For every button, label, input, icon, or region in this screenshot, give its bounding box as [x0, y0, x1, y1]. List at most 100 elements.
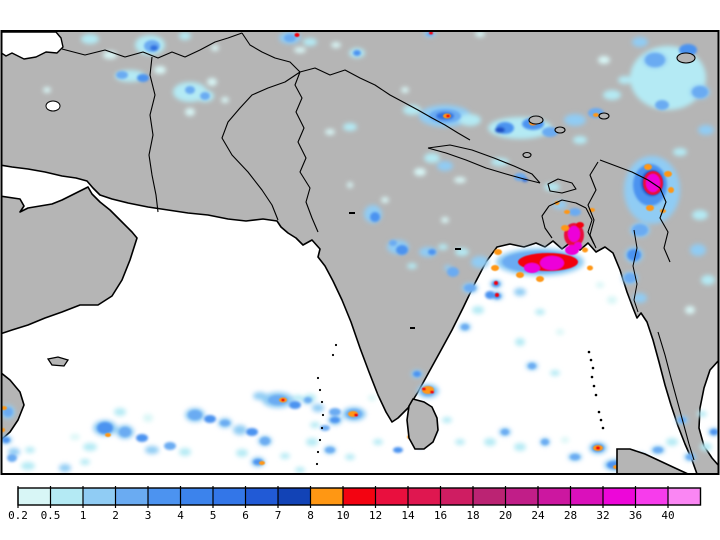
precip-blob: [501, 429, 509, 435]
precip-blob: [403, 105, 421, 115]
precip-blob: [528, 363, 536, 369]
precip-blob: [494, 249, 502, 255]
precip-blob: [607, 296, 617, 304]
precip-blob: [97, 422, 113, 434]
country-border: [657, 331, 695, 461]
colorbar-segment: [277, 487, 311, 506]
colorbar-label: 3: [145, 509, 152, 522]
precip-blob: [576, 222, 584, 228]
precip-blob: [280, 453, 290, 459]
precip-blob: [666, 438, 678, 446]
lake: [676, 52, 696, 64]
precip-blob: [698, 125, 714, 135]
precip-blob: [220, 420, 230, 426]
precip-blob: [207, 78, 217, 86]
precip-blob: [471, 256, 489, 268]
precip-blob: [343, 123, 357, 131]
precip-blob: [428, 249, 436, 255]
lakshadweep-island: [334, 343, 338, 347]
precip-blob: [494, 281, 498, 285]
colorbar-segment: [440, 487, 474, 506]
precip-blob: [568, 226, 580, 242]
precip-blob: [701, 275, 715, 285]
colorbar-label: 24: [531, 509, 545, 522]
maldives-island: [318, 438, 322, 442]
precip-blob: [401, 87, 409, 93]
colorbar-label: 7: [275, 509, 282, 522]
precip-blob: [632, 37, 648, 47]
colorbar-segment: [472, 487, 506, 506]
precip-blob: [21, 462, 35, 470]
precip-blob: [603, 90, 621, 100]
precip-blob: [59, 464, 71, 472]
andaman-island: [594, 393, 598, 397]
colorbar-segment: [82, 487, 116, 506]
precip-blob: [536, 276, 544, 282]
precip-blob: [598, 56, 610, 64]
lake: [554, 126, 566, 134]
lakshadweep-island: [331, 353, 335, 357]
precip-blob: [236, 449, 248, 457]
precip-blob: [260, 437, 270, 445]
island-socotra: [46, 356, 70, 367]
precip-blob: [164, 442, 176, 450]
precip-blob: [646, 205, 654, 211]
precip-blob: [514, 443, 526, 451]
precip-blob: [570, 454, 580, 460]
precip-blob: [353, 50, 361, 56]
lake: [528, 115, 544, 125]
lake-helmand: [45, 100, 61, 112]
precip-blob: [573, 136, 587, 144]
precip-blob: [70, 434, 80, 440]
precip-blob: [381, 197, 389, 203]
precip-blob: [454, 177, 466, 183]
precip-blob: [136, 434, 148, 442]
precip-blob: [329, 408, 341, 416]
precip-blob: [396, 245, 408, 255]
precip-blob: [491, 158, 509, 166]
colorbar-label: 4: [177, 509, 184, 522]
colorbar-label: 0.2: [8, 509, 28, 522]
precip-blob: [446, 114, 450, 118]
country-border: [427, 147, 541, 184]
precip-blob: [442, 417, 452, 423]
precip-blob: [485, 291, 495, 299]
colorbar-label: 20: [499, 509, 512, 522]
colorbar-border: [17, 487, 702, 506]
colorbar-segment: [635, 487, 669, 506]
precip-blob: [664, 171, 672, 177]
colorbar-segment: [407, 487, 441, 506]
precip-blob: [116, 71, 128, 79]
caspian-sea: [1, 31, 64, 60]
nicobar-island: [599, 418, 603, 422]
river-mark: [410, 327, 415, 329]
precip-blob: [627, 249, 641, 261]
country-border: [294, 71, 319, 233]
precip-blob: [312, 404, 324, 412]
precip-blob: [582, 247, 588, 253]
precip-blob: [544, 183, 560, 191]
precip-blob: [464, 284, 476, 292]
precip-blob: [569, 208, 581, 216]
maldives-island: [320, 426, 324, 430]
country-border: [547, 178, 577, 194]
precip-blob: [491, 265, 499, 271]
island-sri-lanka: [406, 398, 439, 450]
precip-blob: [595, 446, 601, 450]
colorbar-segment: [310, 487, 344, 506]
precip-blob: [204, 415, 216, 423]
colorbar-label: 2: [112, 509, 119, 522]
precip-blob: [81, 34, 99, 44]
precip-blob: [373, 439, 383, 445]
maldives-island: [318, 388, 322, 392]
precip-blob: [495, 127, 505, 133]
colorbar-label: 6: [242, 509, 249, 522]
precip-blob: [645, 53, 665, 67]
colorbar-label: 32: [596, 509, 609, 522]
tibet-lakes: [522, 52, 696, 159]
precip-blob: [137, 74, 149, 82]
country-border: [221, 71, 301, 221]
precip-blob: [475, 31, 485, 37]
